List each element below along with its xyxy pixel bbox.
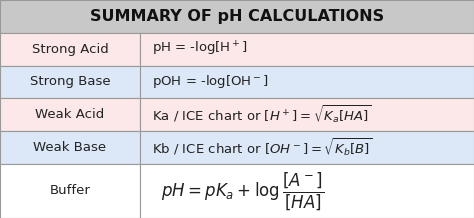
Text: SUMMARY OF pH CALCULATIONS: SUMMARY OF pH CALCULATIONS	[90, 9, 384, 24]
Bar	[0, 164, 140, 218]
Bar	[140, 131, 474, 164]
Bar	[0, 131, 140, 164]
Bar	[0, 33, 140, 66]
Bar	[140, 66, 474, 98]
Text: Strong Base: Strong Base	[29, 75, 110, 89]
Bar	[140, 98, 474, 131]
Text: pOH = -log[OH$^-$]: pOH = -log[OH$^-$]	[152, 73, 269, 90]
Text: $\mathit{pH} = p\mathit{K}_a + \log\dfrac{[\mathit{A}^-]}{[\mathit{HA}]}$: $\mathit{pH} = p\mathit{K}_a + \log\dfra…	[161, 170, 325, 212]
Text: Buffer: Buffer	[49, 184, 91, 198]
Bar	[140, 33, 474, 66]
Bar	[0, 0, 474, 33]
Text: Kb / ICE chart or $[OH^-] = \sqrt{K_b[B]}$: Kb / ICE chart or $[OH^-] = \sqrt{K_b[B]…	[152, 136, 372, 158]
Bar	[0, 98, 140, 131]
Bar	[140, 164, 474, 218]
Text: pH = -log[H$^+$]: pH = -log[H$^+$]	[152, 40, 247, 58]
Bar	[0, 66, 140, 98]
Text: Weak Acid: Weak Acid	[35, 108, 105, 121]
Text: Ka / ICE chart or $[H^+] = \sqrt{K_a[HA]}$: Ka / ICE chart or $[H^+] = \sqrt{K_a[HA]…	[152, 104, 371, 126]
Text: Weak Base: Weak Base	[33, 141, 107, 154]
Text: Strong Acid: Strong Acid	[32, 43, 108, 56]
